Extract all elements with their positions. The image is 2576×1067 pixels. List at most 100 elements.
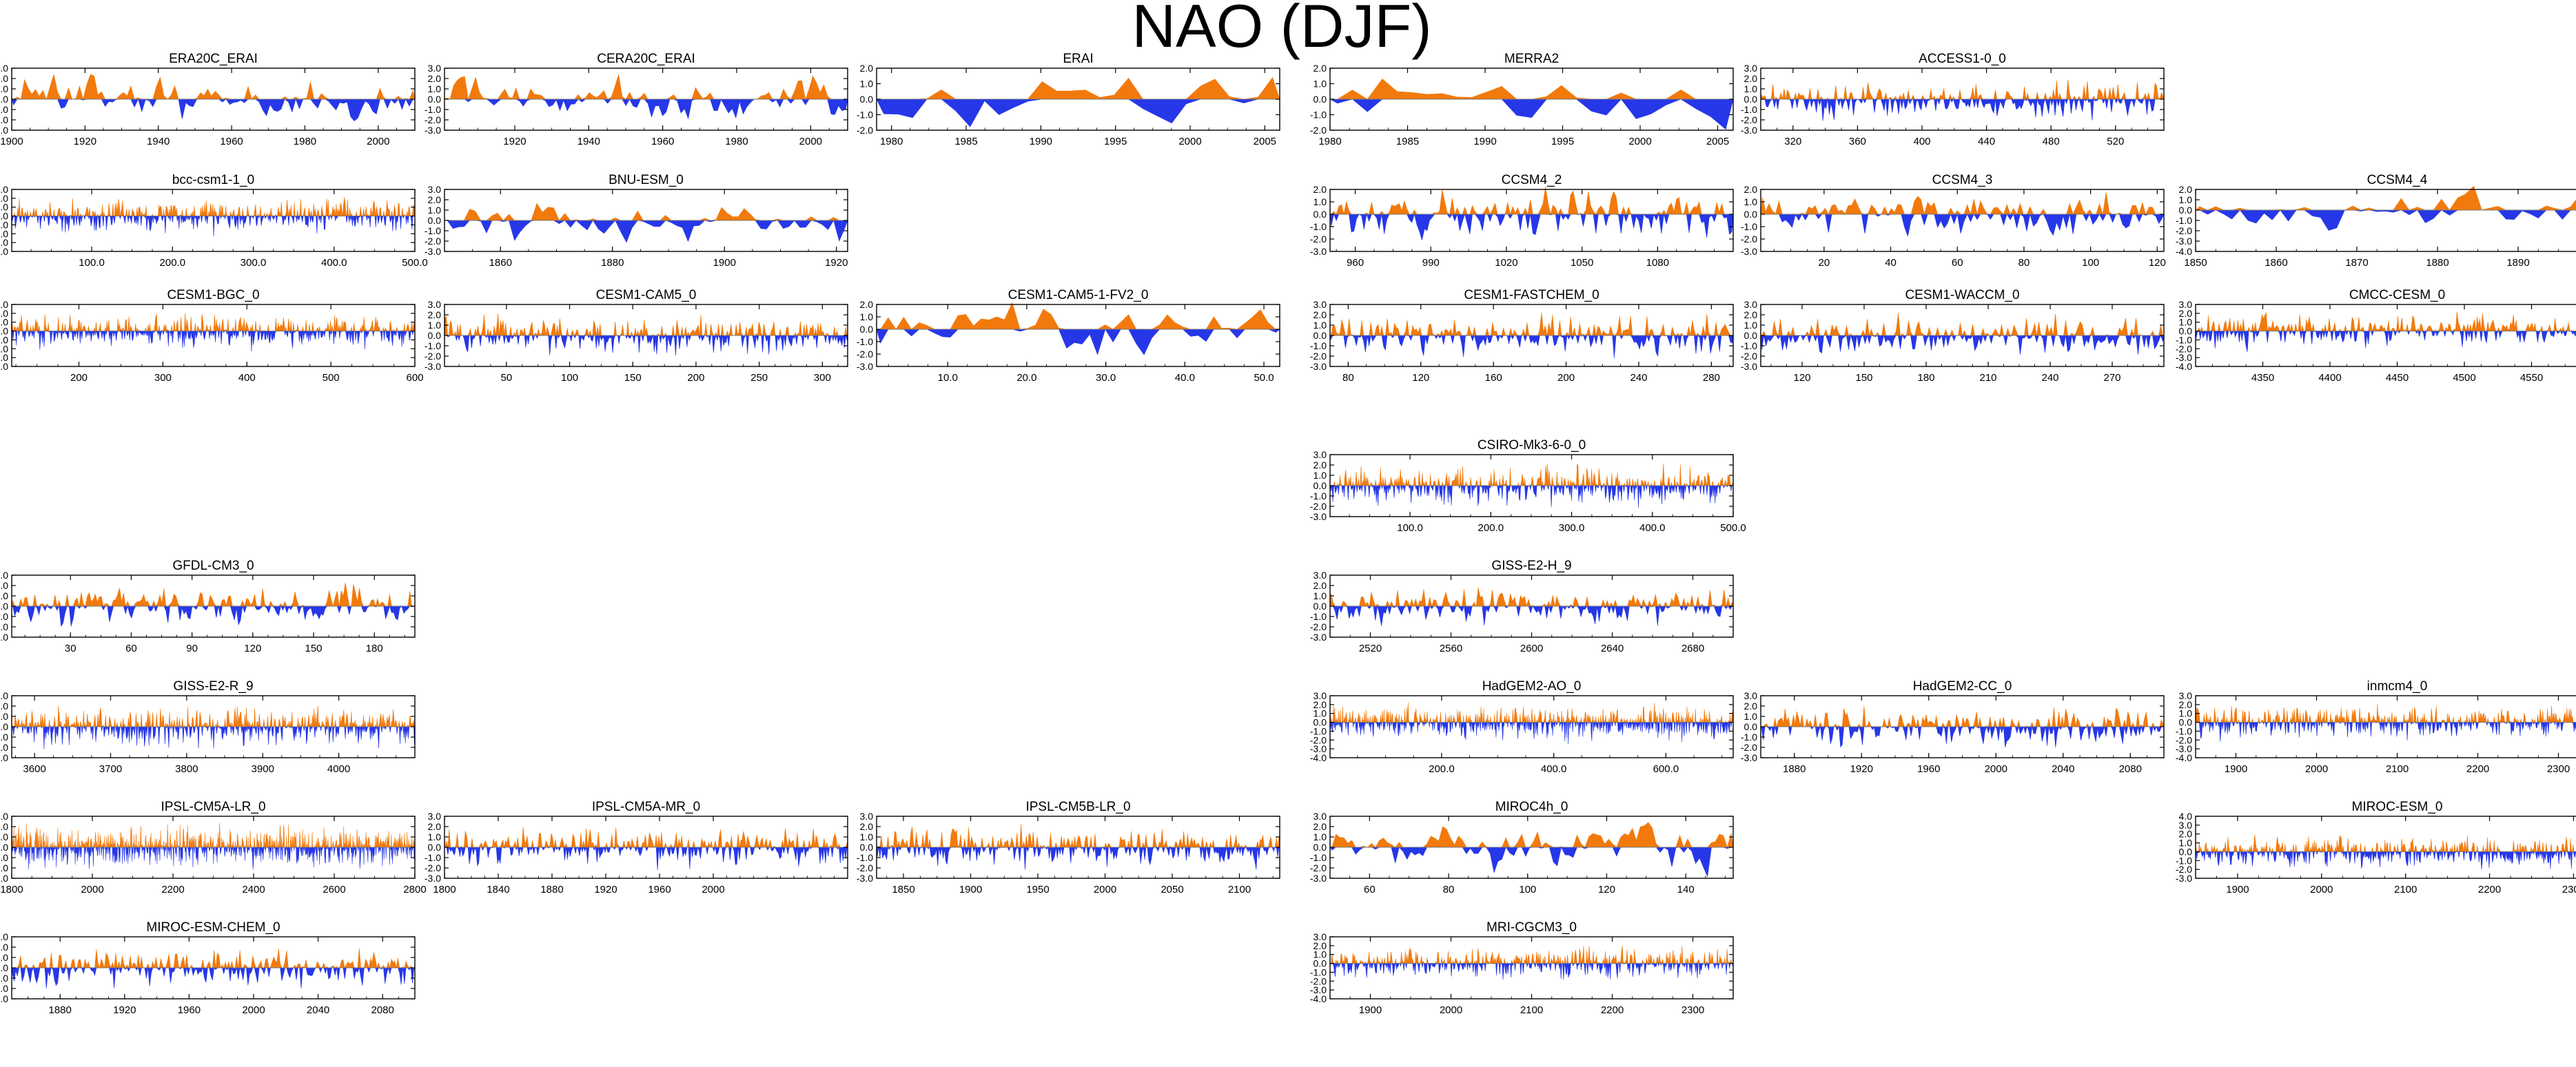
x-tick-label: 150 [1855, 372, 1872, 384]
y-tick-label: -2.0 [1310, 734, 1327, 745]
x-tick-label: 1880 [49, 1004, 72, 1016]
y-tick-label: 2.0 [1313, 940, 1327, 951]
panel-GISS-E2-R_9: GISS-E2-R_9 -3.0-2.0-1.00.01.02.03.0 3600 3… [0, 679, 416, 775]
panel-title: CESM1-CAM5-1-FV2_0 [1008, 288, 1149, 302]
x-tick-label: 1940 [577, 136, 600, 147]
y-tick-label: 2.0 [0, 308, 8, 319]
panel-GISS-E2-H_9: GISS-E2-H_9 -3.0-2.0-1.00.01.02.03.0 2520 2… [1310, 559, 1734, 654]
figure-title: NAO (DJF) [1132, 0, 1431, 60]
y-tick-label: 3.0 [1313, 449, 1327, 460]
y-tick-label: 2.0 [1313, 580, 1327, 591]
x-tick-label: 2000 [2305, 763, 2328, 775]
panel-bcc-csm1-1_0: bcc-csm1-1_0 -4.0-3.0-2.0-1.00.01.02.03.0… [0, 173, 428, 269]
y-tick-label: -1.0 [1741, 340, 1757, 351]
y-tick-label: 0.0 [1744, 209, 1758, 220]
x-tick-label: 1020 [1495, 257, 1517, 269]
x-tick-label: 400 [238, 372, 256, 384]
y-tick-label: -2.0 [2176, 343, 2192, 354]
x-tick-label: 20 [1819, 257, 1830, 269]
x-tick-label: 140 [1677, 884, 1695, 895]
x-tick-label: 50.0 [1254, 372, 1274, 384]
panel-title: ERA20C_ERAI [169, 52, 258, 66]
y-tick-label: -2.0 [1310, 234, 1327, 245]
x-tick-label: 4500 [2453, 372, 2475, 384]
x-tick-label: 1080 [1646, 257, 1669, 269]
x-tick-label: 1990 [1030, 136, 1052, 147]
y-tick-label: -3.0 [2176, 236, 2192, 247]
y-tick-label: 1.0 [428, 320, 442, 331]
y-tick-label: -3.0 [2176, 873, 2192, 884]
series-positive-area [12, 948, 415, 969]
panel-title: GISS-E2-H_9 [1491, 559, 1571, 573]
series-positive-area [1330, 79, 1733, 100]
y-tick-label: -2.0 [0, 228, 8, 239]
series-negative-area [444, 846, 848, 871]
x-tick-label: 1920 [113, 1004, 136, 1016]
series-negative-area [444, 220, 848, 243]
x-tick-label: 400 [1913, 136, 1930, 147]
x-tick-label: 40.0 [1175, 372, 1195, 384]
y-tick-label: -2.0 [1741, 351, 1757, 362]
series-negative-area [11, 846, 416, 870]
y-tick-label: -1.0 [2176, 215, 2192, 226]
x-tick-label: 1920 [825, 257, 848, 269]
y-tick-label: 1.0 [1313, 320, 1327, 331]
x-tick-label: 60 [125, 643, 137, 654]
y-tick-label: -1.0 [1310, 966, 1327, 977]
series-negative-area [1330, 605, 1733, 626]
y-tick-label: 3.0 [2179, 690, 2193, 701]
y-tick-label: 2.0 [428, 73, 442, 84]
x-tick-label: 1950 [1026, 884, 1049, 895]
x-tick-label: 80 [2018, 257, 2030, 269]
y-tick-label: 1.0 [1313, 831, 1327, 842]
series-negative-area [1761, 98, 2164, 121]
x-tick-label: 180 [1917, 372, 1934, 384]
y-tick-label: 0.0 [860, 324, 874, 335]
y-tick-label: 3.0 [0, 931, 8, 942]
y-tick-label: -1.0 [2176, 725, 2192, 736]
panel-MIROC4h_0: MIROC4h_0 -3.0-2.0-1.00.01.02.03.0 60 80 100… [1310, 800, 1734, 895]
y-tick-label: 0.0 [1744, 721, 1758, 732]
y-tick-label: 0.0 [428, 215, 442, 226]
x-tick-label: 60 [1364, 884, 1376, 895]
x-tick-label: 2600 [323, 884, 345, 895]
y-tick-label: 0.0 [0, 94, 8, 105]
x-tick-label: 300 [154, 372, 172, 384]
x-tick-label: 1900 [713, 257, 736, 269]
panel-HadGEM2-AO_0: HadGEM2-AO_0 -4.0-3.0-2.0-1.00.01.02.03.0… [1310, 679, 1734, 775]
y-tick-label: -4.0 [0, 246, 8, 257]
y-tick-label: 0.0 [428, 330, 442, 341]
x-tick-label: 4550 [2520, 372, 2543, 384]
y-tick-label: -3.0 [425, 873, 441, 884]
x-tick-label: 1920 [594, 884, 617, 895]
y-tick-label: -2.0 [425, 351, 441, 362]
y-tick-label: -1.0 [857, 110, 873, 121]
y-tick-label: -1.0 [0, 219, 8, 230]
x-tick-label: 2680 [1681, 643, 1704, 654]
y-tick-label: -2.0 [2176, 864, 2192, 875]
series-negative-area [444, 99, 848, 120]
series-positive-area [444, 203, 848, 221]
series-negative-area [11, 330, 416, 352]
y-tick-label: -2.0 [1310, 501, 1327, 512]
y-tick-label: -3.0 [425, 246, 441, 257]
y-tick-label: 1.0 [2179, 317, 2193, 328]
y-tick-label: 1.0 [0, 831, 8, 842]
y-tick-label: 2.0 [860, 821, 874, 832]
y-tick-label: 0.0 [1313, 94, 1327, 105]
y-tick-label: 3.0 [0, 811, 8, 822]
plot-frame [2195, 695, 2576, 758]
y-tick-label: 2.0 [1313, 699, 1327, 710]
y-tick-label: -3.0 [1310, 246, 1327, 257]
series-positive-area [11, 822, 416, 849]
x-tick-label: 480 [2043, 136, 2060, 147]
series-negative-area [1760, 725, 2164, 748]
x-tick-label: 2000 [367, 136, 389, 147]
y-tick-label: -2.0 [857, 349, 873, 360]
x-tick-label: 1960 [651, 136, 674, 147]
series-positive-area [1760, 192, 2164, 216]
y-tick-label: -1.0 [1310, 221, 1327, 232]
y-tick-label: 3.0 [1313, 570, 1327, 581]
x-tick-label: 200.0 [160, 257, 186, 269]
